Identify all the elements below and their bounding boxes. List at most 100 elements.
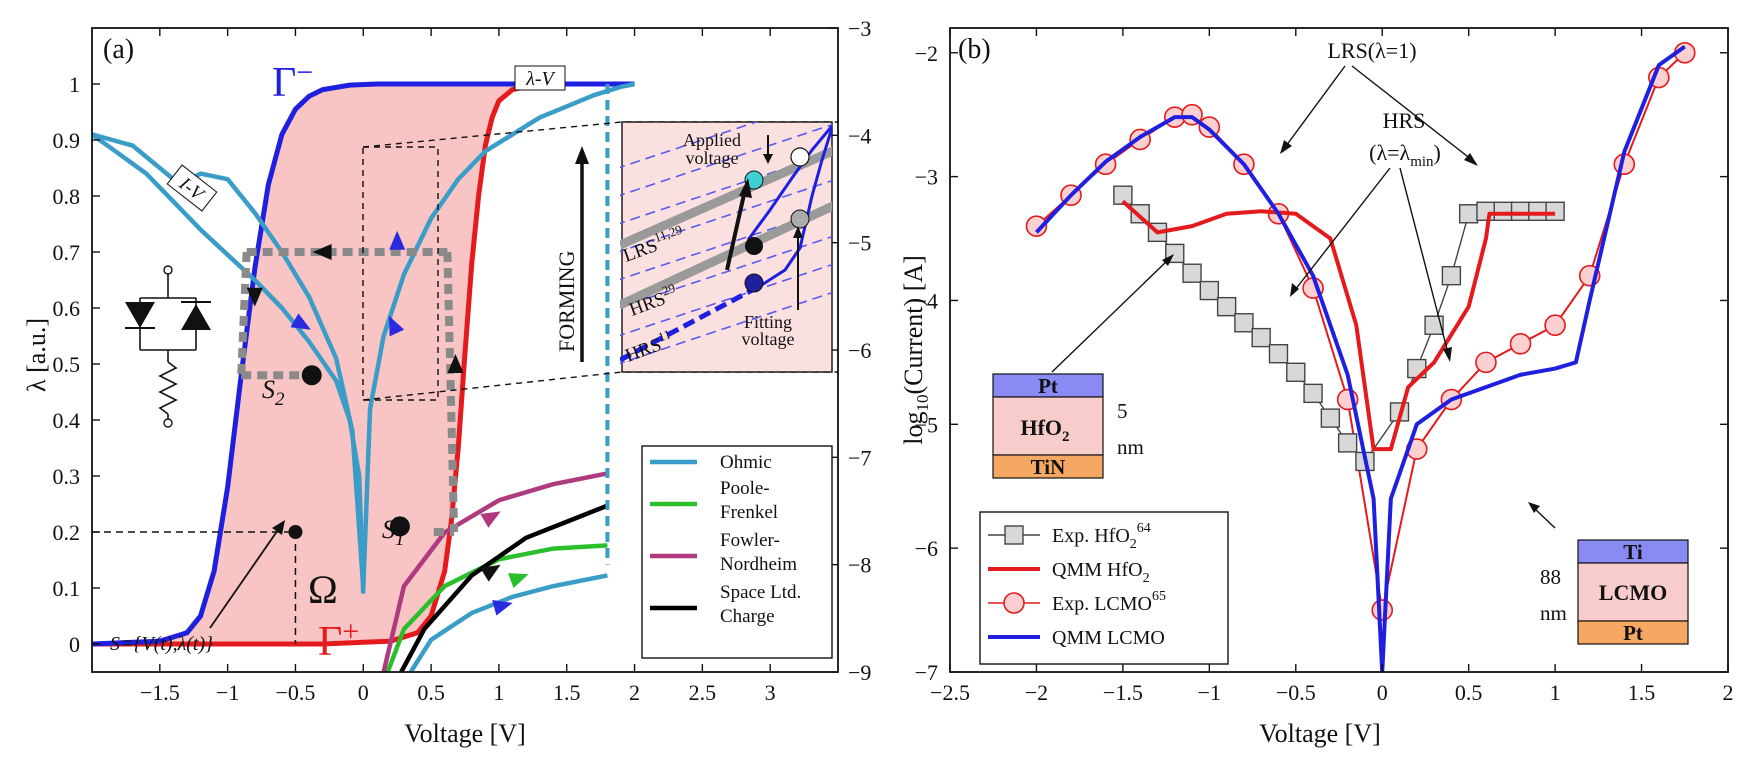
- lrs-arrow-left-head: [1280, 140, 1292, 154]
- hfo2-exp-point: [1251, 327, 1271, 348]
- circuit-terminal-top: [163, 265, 173, 275]
- guide-arrow-down-shape: [246, 287, 263, 307]
- hfo2-exp-point: [1424, 315, 1444, 335]
- y2-tick-label: −3: [848, 16, 871, 41]
- sclc-arrow: [480, 564, 501, 582]
- circuit-terminal-bottom: [163, 418, 173, 428]
- panel-b-label: (b): [958, 34, 991, 65]
- iv-curve-1: [92, 132, 366, 589]
- inset-point-hrs29: [745, 237, 763, 255]
- omega-region: [92, 84, 635, 644]
- hfo2-exp-point: [1286, 362, 1306, 382]
- y-tick-label: 0: [69, 632, 80, 657]
- y-tick-label: −4: [915, 288, 938, 313]
- panel-a-series: [92, 81, 636, 672]
- gamma-minus-label: Γ−: [272, 56, 313, 106]
- hrs-arrow-left-head: [1290, 283, 1299, 297]
- panel-a-y-label: λ [a.u.]: [22, 318, 51, 392]
- y2-tick-label: −9: [848, 660, 871, 685]
- y-tick-label: 1: [69, 72, 80, 97]
- inset-dashed-line: [620, 263, 832, 337]
- iv-arrow-3: [388, 315, 405, 337]
- y2-tick-label: −4: [848, 123, 871, 148]
- y-tick-label: 0.4: [53, 408, 81, 433]
- lrs-arrow-right: [1351, 65, 1473, 161]
- pf-arrow-shape: [508, 573, 529, 589]
- layer-pt-bottom-label: Pt: [1623, 621, 1643, 645]
- x-tick-label: 0: [358, 680, 369, 705]
- x-tick-label: −1.5: [140, 680, 180, 705]
- inset-dashed-line: [620, 123, 832, 197]
- x-tick-label: 2: [1723, 680, 1734, 705]
- s2-label: S2: [262, 375, 285, 410]
- hfo2-exp-point: [1182, 263, 1202, 283]
- guide-left: [237, 251, 251, 376]
- x-tick-label: −2.5: [930, 680, 970, 705]
- gamma-plus-line: [92, 81, 635, 647]
- guide-arrow-up: [447, 354, 464, 373]
- x-tick-label: 0: [1377, 680, 1388, 705]
- lcmo-exp-point: [1025, 215, 1048, 237]
- panel-a-y2-ticks: −9 −8 −7 −6 −5 −4 −3: [830, 16, 871, 685]
- hfo2-exp-point: [1476, 201, 1496, 221]
- legend-label: Ohmic: [720, 452, 772, 473]
- layer-tin: [992, 454, 1104, 479]
- x-tick-label: −0.5: [275, 680, 315, 705]
- x-tick-label: −1: [216, 680, 239, 705]
- iv-arrow-4-shape: [389, 230, 406, 250]
- hfo2-exp-point: [1268, 344, 1289, 364]
- panel-b-legend: Exp. HfO264 QMM HfO2 Exp. LCMO65 QMM LCMO: [979, 511, 1229, 665]
- layer-pt-bottom: [1577, 620, 1689, 645]
- panel-b-x-ticks: −2.5 −2 −1.5 −1 −0.5 0 0.5 1 1.5 2: [930, 28, 1734, 705]
- hfo2-exp-point: [1216, 296, 1237, 317]
- legend-label: Space Ltd. Charge: [720, 582, 801, 627]
- y-tick-label: −5: [915, 412, 938, 437]
- layer-lcmo-label: LCMO: [1599, 580, 1667, 605]
- ohmic-arrow: [492, 600, 513, 616]
- hfo2-device-stack: Pt HfO2 TiN 5 nm: [992, 254, 1174, 479]
- x-tick-label: 0.5: [1455, 680, 1483, 705]
- y-tick-label: 0.9: [53, 128, 81, 153]
- legend-items: Exp. HfO264 QMM HfO2 Exp. LCMO65 QMM LCMO: [988, 521, 1166, 649]
- diode-up-icon: [181, 304, 211, 330]
- legend-frame: [641, 445, 833, 659]
- panel-a-guides: [92, 84, 610, 644]
- state-point-1: [389, 516, 410, 537]
- y-tick-label: −7: [915, 660, 938, 685]
- x-tick-label: 1: [1550, 680, 1561, 705]
- s1-label: S1: [382, 515, 405, 550]
- hfo2-exp-point: [1234, 313, 1254, 333]
- hfo2-exp-point: [1510, 201, 1531, 221]
- lcmo-pointer-head: [1528, 502, 1540, 513]
- lrs-arrow-right-head: [1464, 153, 1478, 166]
- iv-curve-2: [361, 81, 636, 589]
- state-point-3: [288, 525, 303, 539]
- hfo2-exp-point: [1493, 201, 1513, 221]
- hfo2-exp-point: [1528, 201, 1548, 221]
- hfo2-exp-point: [1113, 185, 1133, 205]
- applied-voltage-label: Applied voltage: [683, 130, 741, 168]
- layer-ti-label: Ti: [1623, 540, 1643, 564]
- iv-arrow-2: [290, 313, 311, 330]
- diode-down-icon: [125, 302, 155, 328]
- y-tick-label: 0.6: [53, 296, 81, 321]
- legend-label: Exp. HfO264: [1052, 521, 1151, 552]
- inset-point-applied: [790, 147, 810, 167]
- panel-b-y-ticks: −7 −6 −5 −4 −3 −2: [915, 41, 1728, 685]
- state-arrow-head: [272, 520, 285, 535]
- hfo2-thickness: 5 nm: [1117, 399, 1144, 459]
- x-tick-label: 1.5: [1628, 680, 1656, 705]
- hrs-annotation: HRS: [1383, 108, 1426, 133]
- legend-marker: [1003, 592, 1025, 614]
- y-tick-label: 0.3: [53, 464, 81, 489]
- state-point-2: [301, 365, 322, 386]
- y-tick-label: 0.8: [53, 184, 81, 209]
- legend-label: QMM LCMO: [1052, 627, 1165, 649]
- inset-point-hrs11: [744, 273, 764, 293]
- fn-arrow: [480, 511, 501, 528]
- x-tick-label: −2: [1025, 680, 1048, 705]
- inset-forming-arrow: [725, 189, 747, 271]
- hfo2-pointer: [1051, 259, 1169, 373]
- guide-arrow-left: [312, 244, 332, 260]
